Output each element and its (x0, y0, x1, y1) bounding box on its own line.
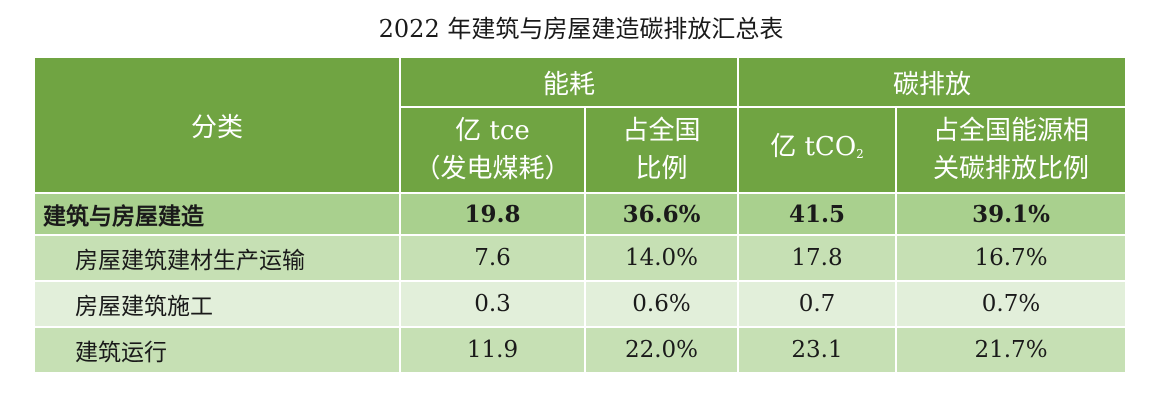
row-carbon: 23.1 (737, 326, 898, 374)
table-row: 房屋建筑施工 0.3 0.6% 0.7 0.7% (33, 280, 1128, 328)
header-energy-unit-line2: （发电煤耗） (414, 154, 571, 184)
carbon-emission-summary-table: 分类 能耗 碳排放 亿 tce （发电煤耗） 占全国 比例 亿 tCO2 占全国… (33, 56, 1128, 374)
row-carbon-share: 39.1% (895, 192, 1128, 236)
table-row-total: 建筑与房屋建造 19.8 36.6% 41.5 39.1% (33, 192, 1128, 236)
header-carbon-share-line2: 关碳排放比例 (933, 154, 1090, 184)
row-carbon-share: 16.7% (895, 234, 1128, 282)
row-energy: 7.6 (399, 234, 586, 282)
header-energy: 能耗 (398, 56, 740, 108)
row-carbon: 41.5 (737, 192, 898, 236)
header-carbon-unit-subscript: 2 (856, 146, 864, 161)
header-carbon-share: 占全国能源相 关碳排放比例 (895, 106, 1128, 194)
table-row: 建筑运行 11.9 22.0% 23.1 21.7% (33, 326, 1128, 374)
row-energy-share: 22.0% (583, 326, 740, 374)
row-energy-share: 36.6% (583, 192, 740, 236)
row-label: 房屋建筑建材生产运输 (33, 234, 401, 282)
row-label: 房屋建筑施工 (33, 280, 401, 328)
row-energy: 0.3 (399, 280, 586, 328)
header-energy-unit: 亿 tce （发电煤耗） (399, 106, 586, 194)
row-energy: 11.9 (399, 326, 586, 374)
row-label: 建筑运行 (33, 326, 401, 374)
row-carbon: 17.8 (737, 234, 898, 282)
row-label: 建筑与房屋建造 (33, 192, 401, 236)
header-energy-share: 占全国 比例 (583, 106, 740, 194)
header-energy-unit-line1: 亿 tce (455, 116, 530, 146)
row-carbon: 0.7 (737, 280, 898, 328)
header-carbon-unit-prefix: 亿 tCO (770, 131, 857, 162)
header-carbon: 碳排放 (737, 56, 1128, 108)
header-carbon-unit: 亿 tCO2 (737, 106, 898, 194)
header-carbon-share-line1: 占全国能源相 (933, 116, 1090, 146)
row-carbon-share: 21.7% (895, 326, 1128, 374)
row-carbon-share: 0.7% (895, 280, 1128, 328)
row-energy-share: 0.6% (583, 280, 740, 328)
header-category: 分类 (33, 56, 401, 194)
row-energy: 19.8 (399, 192, 586, 236)
header-energy-share-line2: 比例 (635, 154, 688, 184)
row-energy-share: 14.0% (583, 234, 740, 282)
table-row: 房屋建筑建材生产运输 7.6 14.0% 17.8 16.7% (33, 234, 1128, 282)
header-energy-share-line1: 占全国 (622, 116, 701, 146)
table-title: 2022 年建筑与房屋建造碳排放汇总表 (378, 15, 784, 43)
